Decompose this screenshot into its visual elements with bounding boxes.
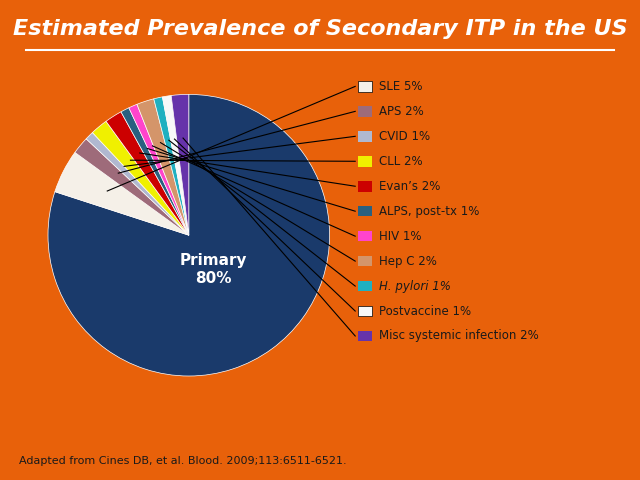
Wedge shape bbox=[171, 95, 189, 235]
Text: Primary
80%: Primary 80% bbox=[180, 253, 248, 286]
Wedge shape bbox=[163, 96, 189, 235]
Text: APS 2%: APS 2% bbox=[379, 105, 424, 118]
Text: Postvaccine 1%: Postvaccine 1% bbox=[379, 304, 471, 318]
Text: ALPS, post-tx 1%: ALPS, post-tx 1% bbox=[379, 204, 479, 218]
Wedge shape bbox=[55, 153, 189, 235]
Text: Hep C 2%: Hep C 2% bbox=[379, 254, 436, 268]
Wedge shape bbox=[121, 108, 189, 235]
Text: Adapted from Cines DB, et al. Blood. 2009;113:6511-6521.: Adapted from Cines DB, et al. Blood. 200… bbox=[19, 456, 347, 466]
Text: CVID 1%: CVID 1% bbox=[379, 130, 430, 143]
Wedge shape bbox=[92, 121, 189, 235]
Wedge shape bbox=[154, 97, 189, 235]
Text: Estimated Prevalence of Secondary ITP in the US: Estimated Prevalence of Secondary ITP in… bbox=[13, 19, 627, 39]
Text: CLL 2%: CLL 2% bbox=[379, 155, 422, 168]
Wedge shape bbox=[106, 112, 189, 235]
Wedge shape bbox=[129, 104, 189, 235]
Text: H. pylori 1%: H. pylori 1% bbox=[379, 279, 451, 293]
Text: HIV 1%: HIV 1% bbox=[379, 229, 421, 243]
Wedge shape bbox=[48, 95, 330, 376]
Wedge shape bbox=[86, 132, 189, 235]
Text: SLE 5%: SLE 5% bbox=[379, 80, 422, 93]
Text: Evan’s 2%: Evan’s 2% bbox=[379, 180, 440, 193]
Wedge shape bbox=[75, 139, 189, 235]
Wedge shape bbox=[137, 99, 189, 235]
Text: Misc systemic infection 2%: Misc systemic infection 2% bbox=[379, 329, 539, 343]
